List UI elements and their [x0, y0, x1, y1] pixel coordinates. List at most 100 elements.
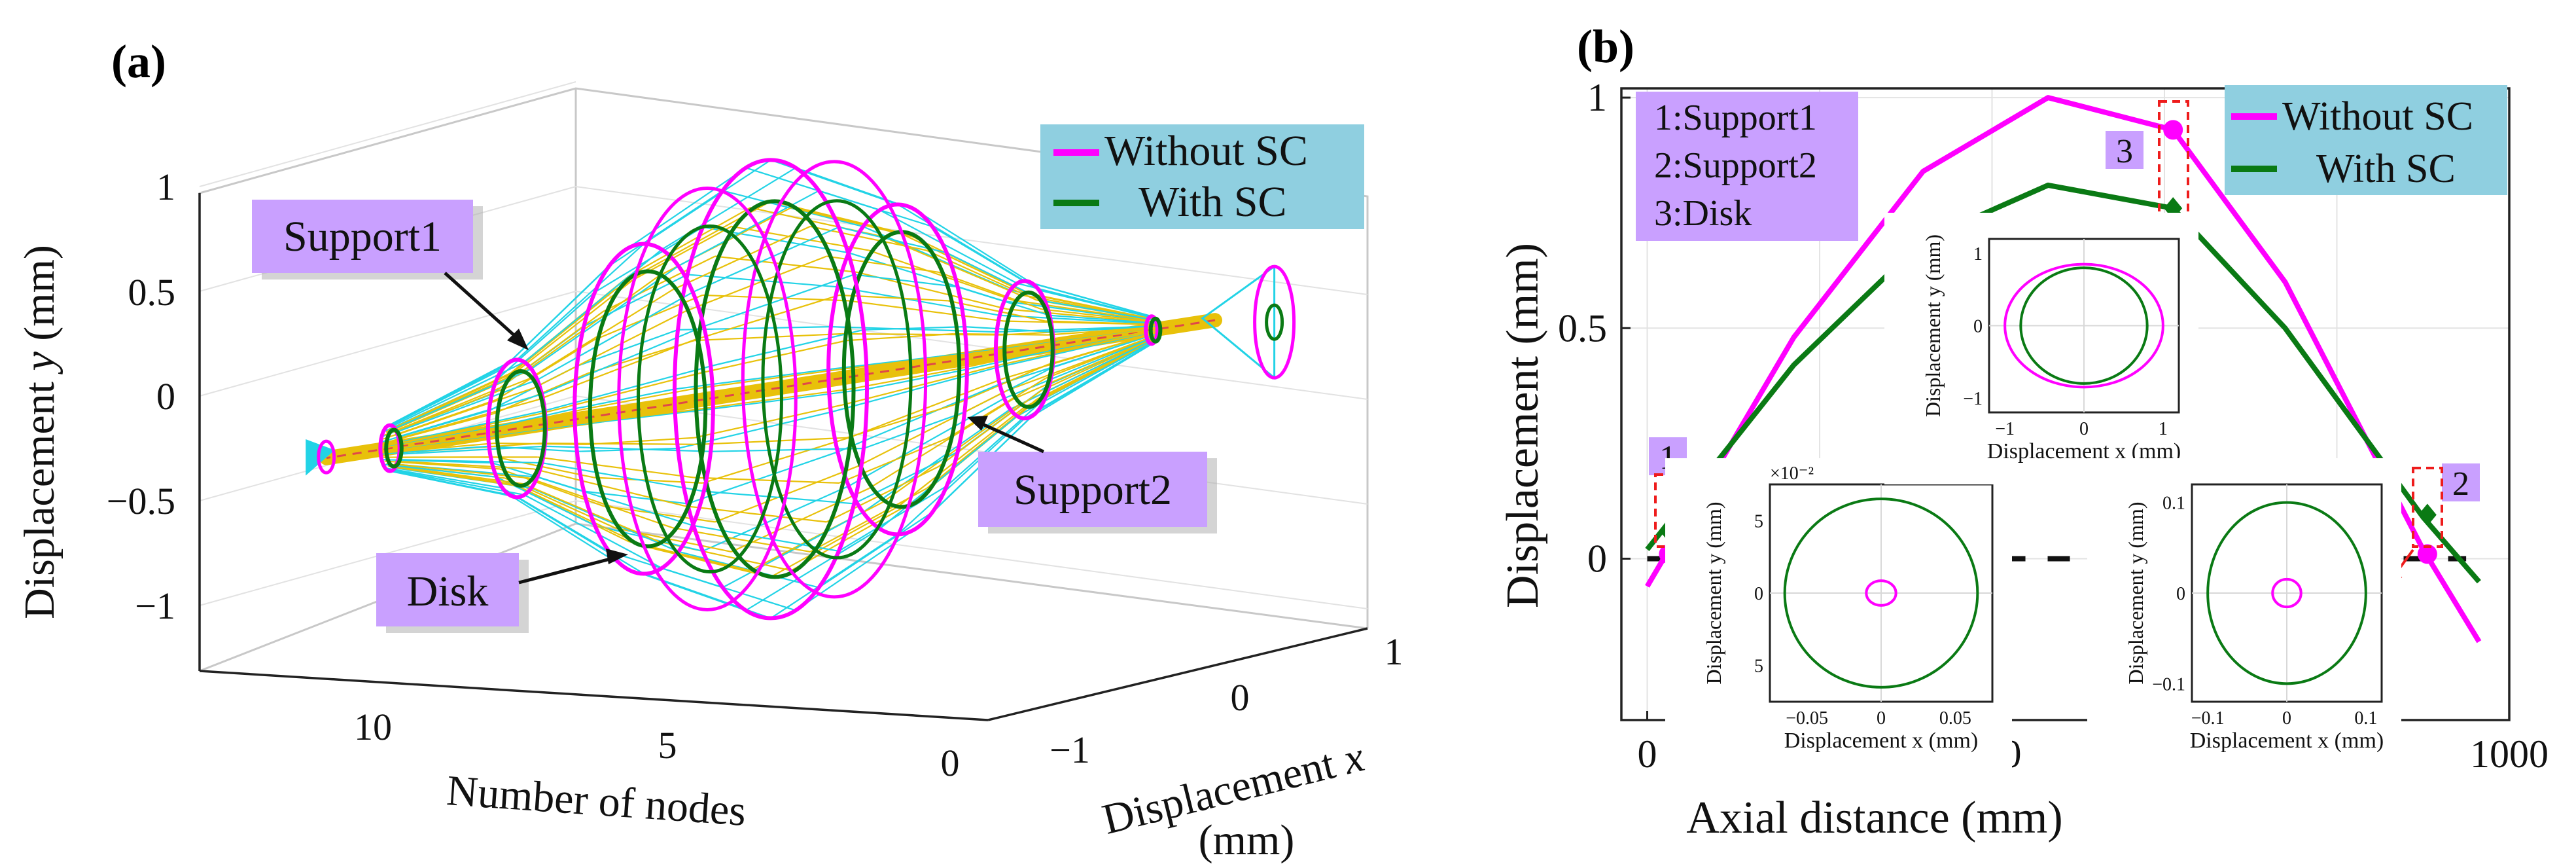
- inset-orbit-with-sc: [2019, 266, 2149, 385]
- wire-line: [694, 477, 839, 484]
- wire-line: [1001, 332, 1148, 365]
- wire-line: [1048, 326, 1157, 336]
- x-tick-label: 0: [1638, 732, 1657, 776]
- inset-orbit-with-sc: [1783, 497, 1979, 689]
- inset-y-tick: 0: [1754, 584, 1763, 604]
- wire-line: [398, 393, 542, 438]
- rotor-axis: [326, 319, 1216, 460]
- wire-line: [713, 388, 868, 410]
- legend-label-with-sc: With SC: [1138, 178, 1287, 226]
- wire-line: [692, 369, 840, 390]
- orbit-without-sc: [1253, 264, 1296, 380]
- arrow-support2: [977, 420, 1045, 454]
- wire-line: [819, 190, 933, 228]
- wire-line: [516, 485, 644, 547]
- panel-a-annotations: Support1 Support2 Disk: [252, 200, 1217, 633]
- wire-line: [692, 226, 839, 293]
- wire-line: [710, 329, 864, 367]
- wire-line: [678, 190, 820, 267]
- inset-x-tick: −0.05: [1786, 708, 1828, 729]
- wire-line: [826, 465, 939, 523]
- wire-line: [838, 437, 948, 484]
- inset-orbit-with-sc: [2206, 501, 2367, 685]
- wire-line: [699, 437, 847, 445]
- wire-line: [537, 456, 694, 479]
- panel-a-legend: Without SC With SC: [1040, 124, 1364, 229]
- wire-line: [533, 311, 685, 389]
- wire-line: [385, 467, 503, 489]
- wire-line: [1038, 289, 1155, 319]
- wire-line: [537, 291, 694, 381]
- orbit-with-sc: [1265, 303, 1284, 341]
- marker-with-sc: [2418, 503, 2437, 526]
- inset-y-tick: 0.1: [2162, 494, 2185, 514]
- x-tick: 1: [1385, 630, 1403, 673]
- wire-line: [830, 367, 997, 413]
- wire-line: [999, 336, 1147, 385]
- orbit-with-sc: [694, 199, 856, 579]
- inset-orbit-without-sc: [2003, 262, 2164, 389]
- wire-line: [531, 487, 679, 552]
- wire-line: [504, 289, 616, 380]
- rotor-wireframe: [306, 158, 1296, 621]
- wire-line: [694, 333, 842, 342]
- panel-a-zlabel-unit: (mm): [1199, 816, 1295, 864]
- inset-ylabel: Displacement y (mm): [1702, 501, 1725, 684]
- inset-xlabel: Displacement x (mm): [2190, 729, 2384, 753]
- legend-box: [1040, 124, 1364, 229]
- panel-b: (b) 02004006008001000 00.51 Axial distan…: [1498, 20, 2549, 843]
- marker-without-sc: [2163, 120, 2183, 140]
- wire-line: [966, 349, 1054, 371]
- panel-a-y-ticks: 1 0.5 0 −0.5 −1: [107, 166, 175, 627]
- label-support2: Support2: [1014, 466, 1172, 514]
- wire-line: [1031, 293, 1154, 320]
- y-tick: 0.5: [128, 271, 176, 314]
- wire-line: [495, 456, 594, 479]
- panel-b-legend: Without SC With SC: [2225, 85, 2507, 195]
- inset-y-tick: 5: [1754, 511, 1763, 532]
- wire-line: [684, 505, 827, 523]
- wire-line: [847, 300, 1004, 322]
- wire-line: [703, 274, 855, 327]
- inset-ylabel: Displacement y (mm): [1921, 234, 1945, 417]
- wire-line: [964, 326, 1053, 333]
- wire-line: [830, 326, 997, 333]
- wire-line: [770, 506, 898, 578]
- panel-b-axes-frame: [1620, 87, 2511, 721]
- wire-line: [866, 369, 968, 390]
- label-box-disk: [376, 553, 519, 626]
- inset-orbit-without-sc: [1865, 579, 1897, 607]
- wire-line: [731, 488, 870, 552]
- panel-a-front-axes: [198, 193, 1368, 721]
- wire-line: [1012, 299, 1150, 321]
- callout-disk: [2158, 100, 2189, 227]
- inset-x-tick: 0.05: [1939, 708, 1971, 729]
- wire-line: [1041, 337, 1156, 391]
- panel-b-xlabel: Axial distance (mm): [1686, 793, 2062, 843]
- wire-line: [897, 418, 1025, 535]
- legend-label-without-sc: Without SC: [2282, 94, 2473, 139]
- arrowhead: [967, 416, 988, 431]
- arrowhead: [507, 329, 529, 350]
- wire-line: [879, 415, 1018, 530]
- label-disk: Disk: [407, 568, 489, 615]
- wire-line: [953, 333, 1048, 336]
- wire-line: [533, 468, 685, 507]
- wire-line: [1048, 329, 1157, 351]
- y-tick: −0.5: [107, 480, 175, 522]
- wire-line: [392, 361, 525, 427]
- marker-label-3: 3: [2116, 133, 2133, 170]
- wire-line: [897, 231, 1025, 293]
- inset-y-tick: 5: [1754, 657, 1763, 677]
- marker-label-box: [2106, 131, 2144, 169]
- wire-line: [397, 427, 541, 449]
- wire-line: [770, 533, 898, 619]
- wire-line: [955, 349, 1049, 371]
- inset-y-tick: 1: [1973, 244, 1983, 264]
- inset-x-tick: 0.1: [2354, 708, 2377, 729]
- inset-y-tick: −1: [1963, 389, 1983, 409]
- wire-line: [384, 460, 501, 470]
- wire-line: [387, 465, 511, 485]
- wire-line: [848, 397, 1005, 487]
